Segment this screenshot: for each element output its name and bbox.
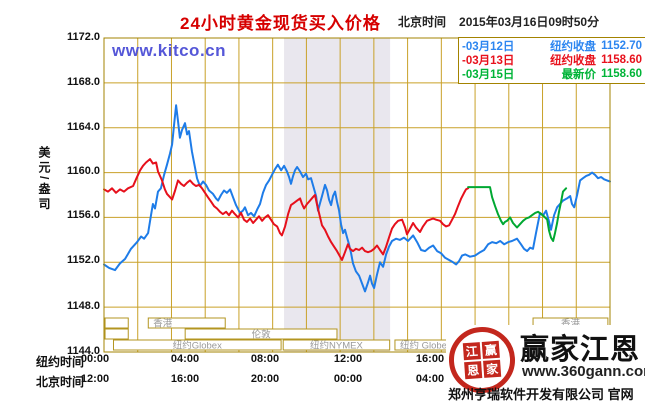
beijing-time: 北京时间 2015年03月16日09时50分	[398, 13, 599, 30]
x-bj-tick-3: 20:00	[250, 373, 280, 385]
x-bj-tick-2: 16:00	[170, 373, 200, 385]
session-label: 伦敦	[252, 329, 272, 341]
brand-name: 赢家江恩	[520, 334, 641, 366]
session-box	[104, 328, 129, 340]
chart-legend: -03月12日 纽约收盘 1152.70 -03月13日 纽约收盘 1158.6…	[458, 37, 645, 84]
legend-label: 最新价	[561, 69, 597, 81]
session-label: 香港	[153, 318, 173, 330]
legend-date: -03月12日	[462, 41, 515, 53]
x-ny-tick-3: 08:00	[250, 353, 280, 365]
y-axis-unit-label: 美元/盎司	[37, 146, 51, 213]
price-line-03月12日	[103, 104, 611, 293]
y-tick-1164: 1164.0	[66, 121, 100, 133]
session-box	[184, 328, 338, 340]
x-ny-tick-4: 12:00	[333, 353, 363, 365]
y-tick-1168: 1168.0	[66, 76, 100, 88]
session-box	[147, 317, 226, 329]
x-bj-tick-4: 00:00	[333, 373, 363, 385]
legend-value: 1158.60	[601, 68, 642, 80]
beijing-time-label: 北京时间	[398, 15, 447, 29]
legend-row-mar13: -03月13日 纽约收盘 1158.60	[462, 53, 642, 67]
seal-char: 江	[462, 342, 481, 361]
session-box	[112, 339, 282, 351]
seal-characters: 江 赢 恩 家	[462, 340, 502, 380]
legend-value: 1152.70	[601, 40, 642, 52]
legend-label: 纽约收盘	[550, 41, 597, 53]
company-name: 郑州亨瑞软件开发有限公司 官网	[448, 387, 634, 402]
x-axis-ny-label: 纽约时间	[36, 355, 85, 369]
session-label: 纽约Globex	[173, 340, 222, 352]
seal-char: 赢	[481, 340, 500, 359]
brand-url[interactable]: www.360gann.com	[522, 363, 645, 380]
x-bj-tick-1: 12:00	[80, 373, 110, 385]
session-label: 纽约 Globex	[400, 340, 452, 352]
x-ny-tick-5: 16:00	[415, 353, 445, 365]
y-tick-1148: 1148.0	[66, 300, 100, 312]
legend-date: -03月15日	[462, 69, 515, 81]
y-tick-1156: 1156.0	[66, 209, 100, 221]
x-bj-tick-5: 04:00	[415, 373, 445, 385]
seal-char: 恩	[464, 361, 483, 380]
legend-value: 1158.60	[601, 54, 642, 66]
session-box	[282, 339, 391, 351]
x-ny-tick-2: 04:00	[170, 353, 200, 365]
360gann-logo[interactable]: 江 赢 恩 家 赢家江恩 www.360gann.com 郑州亨瑞软件开发有限公…	[446, 324, 645, 404]
seal-char: 家	[483, 359, 502, 378]
beijing-time-value: 2015年03月16日09时50分	[459, 15, 600, 29]
legend-label: 纽约收盘	[550, 55, 597, 67]
y-tick-1172: 1172.0	[66, 31, 100, 43]
nymex-session-band	[284, 38, 391, 352]
legend-row-mar12: -03月12日 纽约收盘 1152.70	[462, 39, 642, 53]
session-label: 纽约NYMEX	[310, 340, 363, 352]
price-line-03月15日	[467, 186, 568, 242]
page-title: 24小时黄金现货买入价格	[180, 14, 381, 33]
price-line-03月13日	[103, 158, 470, 261]
x-axis-bj-label: 北京时间	[36, 375, 85, 389]
x-ny-tick-1: 00:00	[80, 353, 110, 365]
y-tick-1152: 1152.0	[66, 254, 100, 266]
y-tick-1144: 1144.0	[66, 345, 100, 357]
session-box	[104, 317, 129, 329]
plot-border	[103, 37, 611, 353]
legend-row-mar15: -03月15日 最新价 1158.60	[462, 67, 642, 81]
kitco-watermark: www.kitco.cn	[112, 41, 227, 60]
legend-date: -03月13日	[462, 55, 515, 67]
y-tick-1160: 1160.0	[66, 165, 100, 177]
